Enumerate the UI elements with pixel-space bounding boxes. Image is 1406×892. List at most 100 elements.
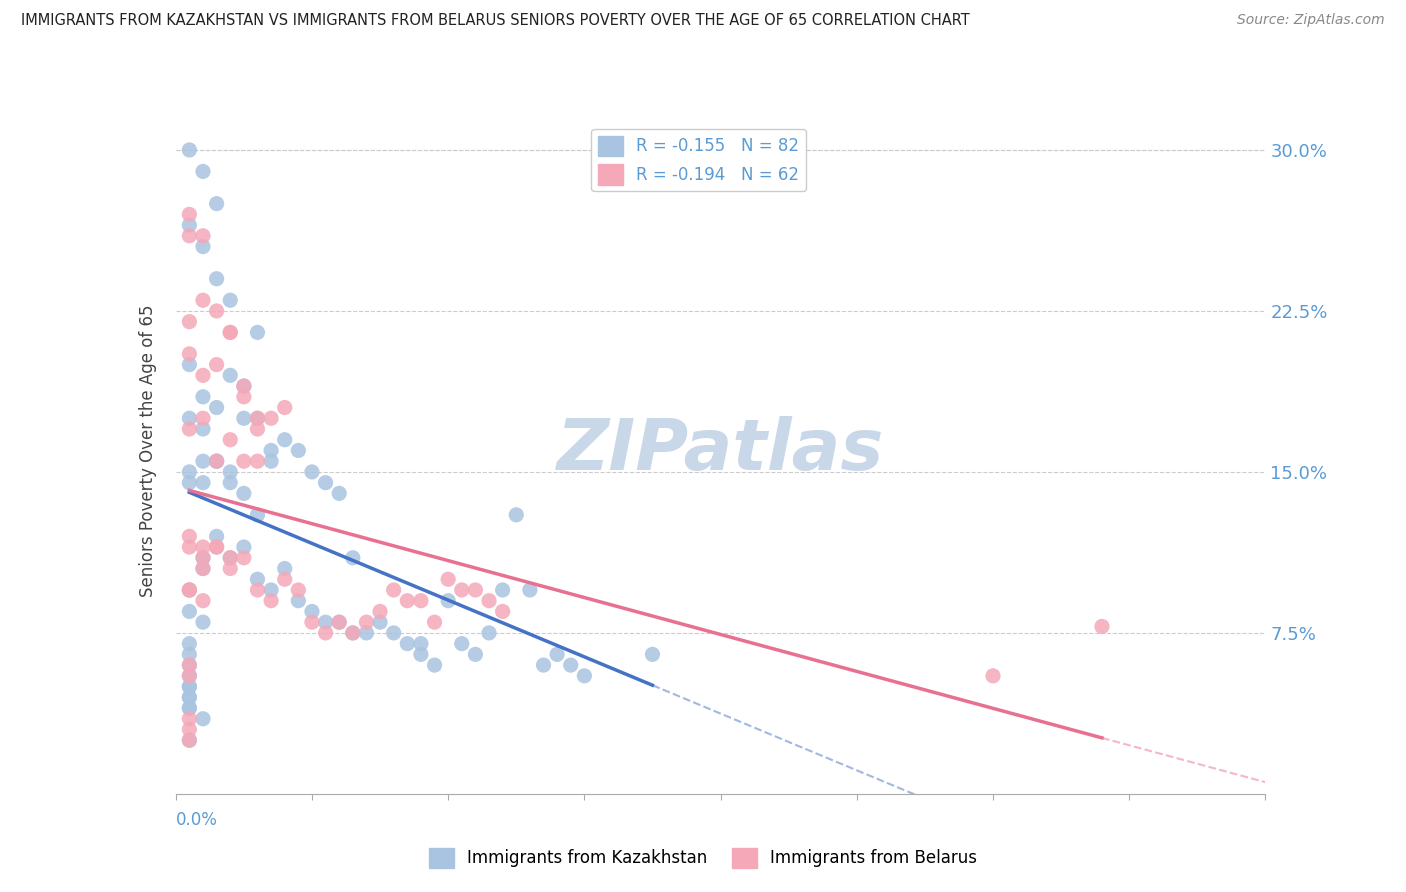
Point xyxy=(246,326,269,340)
Point xyxy=(274,433,297,447)
Point xyxy=(409,593,432,607)
Point xyxy=(179,690,201,705)
Point xyxy=(450,582,472,597)
Point xyxy=(179,733,201,747)
Point xyxy=(219,433,242,447)
Point xyxy=(179,680,201,694)
Point xyxy=(287,582,309,597)
Point xyxy=(179,582,201,597)
Point xyxy=(546,648,568,662)
Point xyxy=(246,411,269,425)
Point xyxy=(342,550,364,565)
Point xyxy=(232,411,254,425)
Point xyxy=(205,529,228,543)
Point xyxy=(179,475,201,490)
Point xyxy=(356,615,378,630)
Point xyxy=(315,626,337,640)
Point xyxy=(219,326,242,340)
Legend: Immigrants from Kazakhstan, Immigrants from Belarus: Immigrants from Kazakhstan, Immigrants f… xyxy=(422,841,984,875)
Point xyxy=(301,465,323,479)
Point xyxy=(328,486,350,500)
Point xyxy=(232,540,254,554)
Point xyxy=(219,368,242,383)
Point xyxy=(179,582,201,597)
Point xyxy=(409,648,432,662)
Text: IMMIGRANTS FROM KAZAKHSTAN VS IMMIGRANTS FROM BELARUS SENIORS POVERTY OVER THE A: IMMIGRANTS FROM KAZAKHSTAN VS IMMIGRANTS… xyxy=(21,13,970,29)
Point xyxy=(179,540,201,554)
Point xyxy=(232,379,254,393)
Point xyxy=(219,293,242,308)
Point xyxy=(356,626,378,640)
Point xyxy=(232,550,254,565)
Point xyxy=(219,561,242,575)
Point xyxy=(179,669,201,683)
Point xyxy=(205,271,228,285)
Point xyxy=(246,508,269,522)
Point xyxy=(219,465,242,479)
Point xyxy=(205,540,228,554)
Point xyxy=(191,593,214,607)
Point xyxy=(179,207,201,221)
Point xyxy=(437,572,460,586)
Point xyxy=(205,196,228,211)
Point xyxy=(274,401,297,415)
Point xyxy=(179,733,201,747)
Point xyxy=(179,723,201,737)
Point xyxy=(232,486,254,500)
Point xyxy=(287,593,309,607)
Point xyxy=(191,228,214,243)
Point xyxy=(191,561,214,575)
Point xyxy=(219,475,242,490)
Point xyxy=(396,593,419,607)
Point xyxy=(191,615,214,630)
Point xyxy=(328,615,350,630)
Point xyxy=(382,626,405,640)
Point xyxy=(219,550,242,565)
Point xyxy=(179,648,201,662)
Text: ZIPatlas: ZIPatlas xyxy=(557,416,884,485)
Point xyxy=(396,637,419,651)
Text: Source: ZipAtlas.com: Source: ZipAtlas.com xyxy=(1237,13,1385,28)
Point xyxy=(301,615,323,630)
Point xyxy=(315,475,337,490)
Point xyxy=(191,411,214,425)
Point xyxy=(260,443,283,458)
Point xyxy=(464,582,486,597)
Point xyxy=(179,358,201,372)
Point xyxy=(191,550,214,565)
Point xyxy=(191,550,214,565)
Point xyxy=(205,454,228,468)
Point xyxy=(179,637,201,651)
Point xyxy=(328,615,350,630)
Point xyxy=(191,368,214,383)
Point xyxy=(560,658,582,673)
Point xyxy=(342,626,364,640)
Point xyxy=(260,454,283,468)
Point xyxy=(191,164,214,178)
Point xyxy=(205,304,228,318)
Point xyxy=(368,615,391,630)
Point xyxy=(423,615,446,630)
Point xyxy=(179,712,201,726)
Point xyxy=(179,604,201,618)
Point xyxy=(478,593,501,607)
Point xyxy=(382,582,405,597)
Point xyxy=(191,293,214,308)
Point xyxy=(191,475,214,490)
Point xyxy=(260,593,283,607)
Point xyxy=(179,315,201,329)
Point xyxy=(205,358,228,372)
Point xyxy=(191,454,214,468)
Point xyxy=(981,669,1004,683)
Point xyxy=(179,582,201,597)
Point xyxy=(179,701,201,715)
Point xyxy=(342,626,364,640)
Point xyxy=(179,669,201,683)
Point xyxy=(179,218,201,232)
Point xyxy=(219,326,242,340)
Point xyxy=(179,690,201,705)
Point xyxy=(287,443,309,458)
Point xyxy=(179,422,201,436)
Point xyxy=(505,508,527,522)
Point xyxy=(246,572,269,586)
